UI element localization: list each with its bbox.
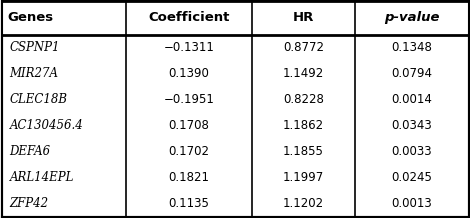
Text: AC130456.4: AC130456.4 bbox=[9, 119, 83, 132]
Bar bbox=[2, 1, 469, 34]
Text: 0.0014: 0.0014 bbox=[392, 93, 432, 106]
Text: 0.1348: 0.1348 bbox=[392, 41, 432, 54]
Text: CSPNP1: CSPNP1 bbox=[9, 41, 60, 54]
Text: 0.8228: 0.8228 bbox=[283, 93, 324, 106]
Text: ARL14EPL: ARL14EPL bbox=[9, 171, 74, 184]
Text: 0.0343: 0.0343 bbox=[392, 119, 432, 132]
Text: 1.1492: 1.1492 bbox=[283, 67, 324, 80]
Text: DEFA6: DEFA6 bbox=[9, 145, 51, 158]
Text: p-value: p-value bbox=[384, 11, 439, 24]
Text: −0.1311: −0.1311 bbox=[164, 41, 214, 54]
Text: 1.1855: 1.1855 bbox=[283, 145, 324, 158]
Text: 0.8772: 0.8772 bbox=[283, 41, 324, 54]
Text: ZFP42: ZFP42 bbox=[9, 197, 48, 210]
Text: Coefficient: Coefficient bbox=[149, 11, 230, 24]
Text: 0.1821: 0.1821 bbox=[169, 171, 210, 184]
Text: 1.1997: 1.1997 bbox=[283, 171, 324, 184]
Text: 0.1135: 0.1135 bbox=[169, 197, 210, 210]
Text: 0.1390: 0.1390 bbox=[169, 67, 210, 80]
Text: 0.0033: 0.0033 bbox=[392, 145, 432, 158]
Text: 0.0794: 0.0794 bbox=[392, 67, 432, 80]
Text: MIR27A: MIR27A bbox=[9, 67, 58, 80]
Text: 0.1708: 0.1708 bbox=[169, 119, 210, 132]
Text: CLEC18B: CLEC18B bbox=[9, 93, 67, 106]
Text: −0.1951: −0.1951 bbox=[164, 93, 214, 106]
Text: 1.1202: 1.1202 bbox=[283, 197, 324, 210]
Text: 0.0013: 0.0013 bbox=[392, 197, 432, 210]
Text: 0.0245: 0.0245 bbox=[392, 171, 432, 184]
Text: 1.1862: 1.1862 bbox=[283, 119, 324, 132]
Text: HR: HR bbox=[293, 11, 314, 24]
Text: 0.1702: 0.1702 bbox=[169, 145, 210, 158]
Text: Genes: Genes bbox=[7, 11, 53, 24]
